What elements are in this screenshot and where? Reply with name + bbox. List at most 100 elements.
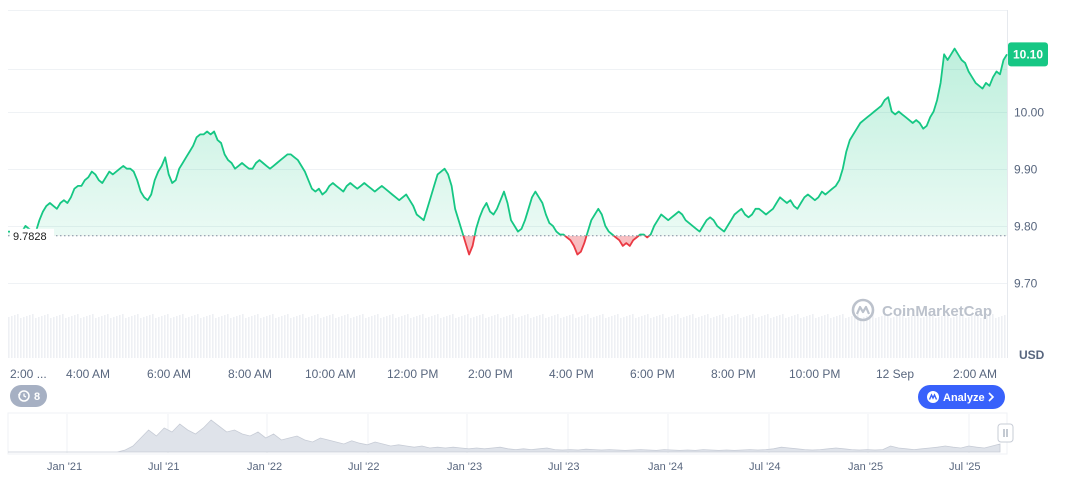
volume-bar: [701, 316, 703, 358]
x-tick-label: 8:00 AM: [228, 367, 272, 381]
volume-bar: [275, 318, 277, 358]
analyze-button[interactable]: Analyze: [918, 385, 1005, 409]
volume-bar: [365, 318, 367, 358]
volume-bar: [428, 317, 430, 358]
volume-bar: [653, 317, 655, 358]
volume-bar: [1001, 316, 1003, 358]
volume-bar: [521, 316, 523, 358]
volume-bar: [635, 318, 637, 358]
volume-bar: [617, 314, 619, 358]
volume-bar: [59, 315, 61, 358]
volume-bar: [926, 316, 928, 358]
volume-bar: [29, 315, 31, 358]
volume-bar: [563, 317, 565, 358]
x-tick-label: 6:00 PM: [630, 367, 675, 381]
navigator-tick-label: Jul '21: [148, 461, 179, 473]
volume-bar: [644, 315, 646, 358]
price-line-up: [8, 47, 1008, 236]
volume-bar: [524, 315, 526, 358]
navigator-area: [8, 419, 1001, 453]
analyze-label: Analyze: [943, 392, 985, 404]
volume-bar: [251, 316, 253, 358]
volume-bar: [374, 315, 376, 358]
volume-bar: [581, 316, 583, 358]
volume-bar: [578, 317, 580, 358]
reference-price-bg: [10, 228, 54, 243]
volume-bar: [383, 317, 385, 358]
volume-bar: [239, 315, 241, 358]
volume-bar: [266, 316, 268, 358]
volume-bar: [695, 318, 697, 358]
volume-bar: [119, 315, 121, 358]
volume-bar: [200, 318, 202, 358]
volume-bar: [677, 314, 679, 358]
volume-bar: [377, 314, 379, 358]
volume-bar: [278, 317, 280, 358]
volume-bar: [212, 314, 214, 358]
volume-bar: [917, 314, 919, 358]
volume-bar: [542, 314, 544, 358]
volume-bar: [545, 318, 547, 358]
scroll-handle-icon[interactable]: [997, 423, 1014, 443]
volume-bar: [452, 314, 454, 358]
volume-bar: [548, 317, 550, 358]
volume-bar: [671, 316, 673, 358]
volume-bar: [155, 318, 157, 358]
volume-bar: [41, 316, 43, 358]
volume-bar: [425, 318, 427, 358]
volume-bar: [965, 318, 967, 358]
volume-bar: [953, 317, 955, 358]
volume-bar: [863, 317, 865, 358]
volume-bar: [782, 314, 784, 358]
x-tick-label: 4:00 AM: [66, 367, 110, 381]
volume-bar: [665, 318, 667, 358]
volume-bar: [872, 314, 874, 358]
navigator-tick-label: Jan '23: [447, 461, 482, 473]
volume-bar: [20, 318, 22, 358]
volume-bar: [35, 318, 37, 358]
volume-bar: [338, 317, 340, 358]
y-tick-label: 9.90: [1014, 163, 1038, 177]
volume-bar: [959, 315, 961, 358]
volume-bar: [398, 317, 400, 358]
volume-bar: [161, 316, 163, 358]
reference-price-label: 9.7828: [13, 231, 47, 243]
volume-bar: [737, 314, 739, 358]
volume-bar: [482, 314, 484, 358]
volume-bar: [353, 317, 355, 358]
volume-bar: [260, 318, 262, 358]
range-navigator[interactable]: [7, 412, 1014, 455]
volume-bar: [50, 318, 52, 358]
volume-bar: [371, 316, 373, 358]
volume-bar: [320, 318, 322, 358]
volume-bar: [608, 317, 610, 358]
volume-bar: [476, 316, 478, 358]
volume-bar: [728, 317, 730, 358]
volume-bar: [845, 318, 847, 358]
volume-bar: [317, 314, 319, 358]
history-button[interactable]: 8: [10, 385, 47, 407]
volume-bar: [512, 314, 514, 358]
volume-bar: [218, 317, 220, 358]
volume-bar: [209, 315, 211, 358]
navigator-tick-label: Jan '21: [47, 461, 82, 473]
volume-bar: [404, 315, 406, 358]
volume-bar: [356, 316, 358, 358]
navigator-tick-label: Jan '25: [848, 461, 883, 473]
y-tick-label: 10.00: [1014, 106, 1044, 120]
volume-bar: [761, 316, 763, 358]
volume-bar: [488, 317, 490, 358]
volume-bar: [983, 317, 985, 358]
volume-bar: [668, 317, 670, 358]
volume-bar: [431, 316, 433, 358]
volume-bar: [689, 315, 691, 358]
volume-bar: [647, 314, 649, 358]
history-count: 8: [34, 391, 40, 403]
volume-bar: [725, 318, 727, 358]
volume-bar: [596, 316, 598, 358]
volume-bar: [611, 316, 613, 358]
volume-bar: [680, 318, 682, 358]
volume-bar: [176, 316, 178, 358]
volume-bar: [458, 317, 460, 358]
